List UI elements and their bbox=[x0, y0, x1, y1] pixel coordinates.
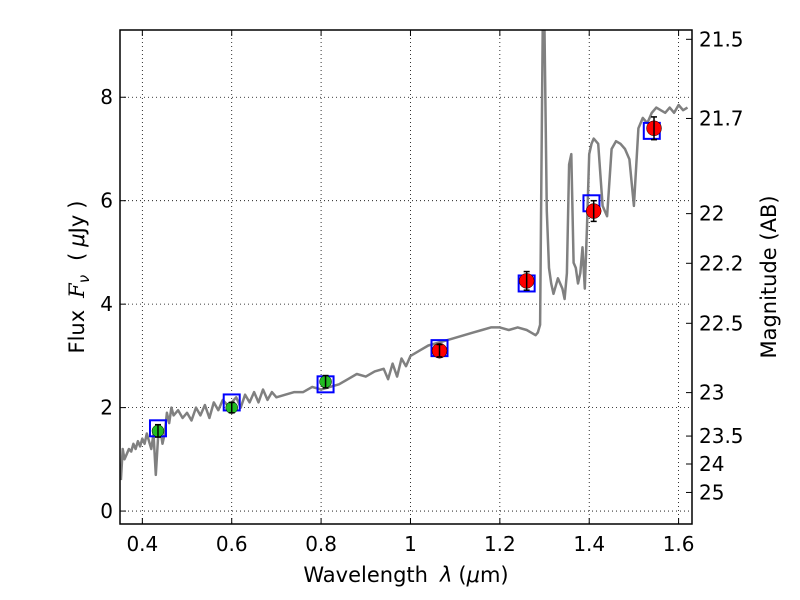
y2-tick-label: 25 bbox=[699, 480, 724, 504]
y2-tick-label: 21.7 bbox=[699, 106, 744, 130]
y-axis-label-unit-close: ) bbox=[65, 200, 89, 208]
grid-lines bbox=[120, 30, 692, 524]
x-axis-label-symbol: λ bbox=[439, 563, 452, 587]
x-tick-label: 1.4 bbox=[573, 532, 605, 556]
x-tick-label: 1.2 bbox=[484, 532, 516, 556]
y2-tick-label: 21.5 bbox=[699, 27, 744, 51]
y2-tick-label: 22.2 bbox=[699, 251, 744, 275]
y-tick-label: 2 bbox=[100, 396, 113, 420]
y2-tick-label: 22 bbox=[699, 202, 724, 226]
x-axis-label-unit-open: ( bbox=[458, 563, 466, 587]
y-axis-label-subscript: ν bbox=[75, 275, 93, 283]
y-tick-label: 8 bbox=[100, 85, 113, 109]
axis-ticks: 0.4 0.6 0.8 1 1.2 1.4 1.60246821.521.72222.222… bbox=[100, 27, 743, 556]
y-tick-label: 6 bbox=[100, 189, 113, 213]
y-axis-label-unit-open: ( bbox=[65, 253, 89, 261]
y2-tick-label: 24 bbox=[699, 452, 724, 476]
y2-tick-label: 23 bbox=[699, 381, 724, 405]
y2-tick-label: 23.5 bbox=[699, 424, 744, 448]
x-tick-label: 0.4 bbox=[126, 532, 158, 556]
y-tick-label: 0 bbox=[100, 499, 113, 523]
plot-content bbox=[120, 30, 689, 481]
x-axis-label-unit-mu: μ bbox=[466, 563, 480, 587]
x-tick-label: 0.8 bbox=[305, 532, 337, 556]
y-axis-label-unit-mu: μ bbox=[65, 233, 89, 247]
y-axis-label-symbol: F bbox=[65, 282, 89, 299]
y2-tick-label: 22.5 bbox=[699, 311, 744, 335]
x-tick-label: 0.6 bbox=[216, 532, 248, 556]
y-axis-label-text: Flux bbox=[65, 310, 89, 354]
y2-axis-label: Magnitude (AB) bbox=[757, 195, 781, 358]
y-tick-label: 4 bbox=[100, 292, 113, 316]
x-axis-label-text: Wavelength bbox=[303, 563, 428, 587]
spectrum-line bbox=[120, 30, 689, 481]
plot-frame bbox=[119, 29, 693, 525]
x-axis-label-unit-rest: m) bbox=[480, 563, 509, 587]
y-axis-label-unit-rest: Jy bbox=[65, 215, 89, 236]
y-axis-label: Flux Fν ( μJy) bbox=[65, 200, 93, 353]
x-axis-label: Wavelength λ (μm) bbox=[303, 563, 508, 587]
x-tick-label: 1 bbox=[404, 532, 417, 556]
x-tick-label: 1.6 bbox=[663, 532, 695, 556]
